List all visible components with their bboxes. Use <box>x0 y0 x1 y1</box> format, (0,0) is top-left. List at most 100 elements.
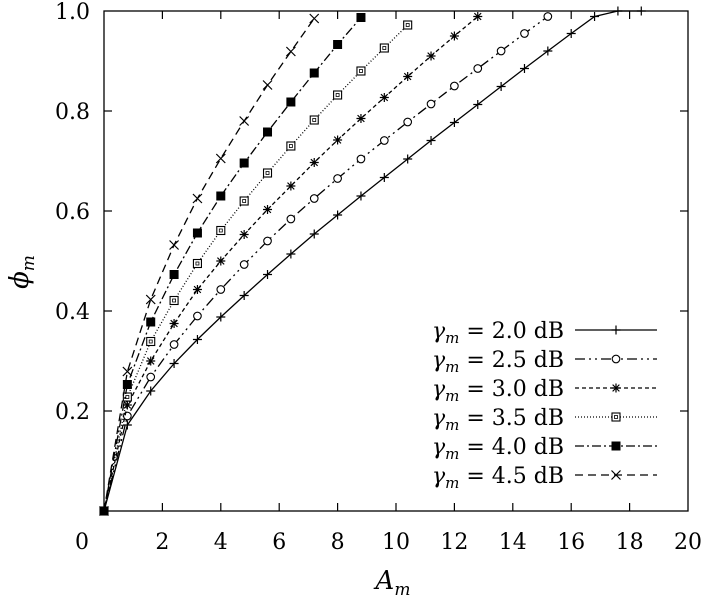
point-marker <box>611 325 621 335</box>
series-line <box>103 18 315 512</box>
legend-entry: γm = 4.5 dB <box>432 464 657 492</box>
point-marker <box>379 136 389 145</box>
legend-entry: γm = 2.5 dB <box>432 348 657 376</box>
point-marker <box>285 46 296 57</box>
y-tick-label: 0.8 <box>55 100 90 125</box>
point-marker <box>216 312 226 322</box>
x-tick-label: 20 <box>674 530 702 555</box>
y-tick-label: 1.0 <box>55 0 90 25</box>
point-marker <box>309 158 319 167</box>
point-marker <box>333 174 342 183</box>
series <box>99 13 366 516</box>
point-marker <box>403 117 413 127</box>
point-marker <box>519 64 529 73</box>
point-marker <box>309 194 319 203</box>
series-line <box>103 15 549 512</box>
point-marker <box>333 40 343 49</box>
x-tick-label: 8 <box>331 530 345 555</box>
x-axis-title: Am <box>374 566 411 600</box>
point-marker <box>403 154 413 164</box>
point-marker <box>192 285 202 294</box>
x-tick-label: 12 <box>440 530 468 555</box>
point-marker <box>379 93 389 102</box>
point-marker <box>286 141 296 151</box>
point-marker <box>122 420 132 430</box>
point-marker <box>239 116 250 126</box>
point-marker <box>356 114 366 123</box>
point-marker <box>379 173 389 182</box>
point-marker <box>286 214 296 224</box>
point-marker <box>216 191 226 201</box>
point-marker <box>566 29 576 38</box>
y-tick-label: 0.6 <box>55 200 90 225</box>
point-marker <box>286 97 296 107</box>
point-marker <box>309 13 320 24</box>
point-marker <box>146 336 156 347</box>
point-marker <box>473 64 483 73</box>
x-tick-label: 10 <box>382 530 410 555</box>
point-marker <box>333 135 343 145</box>
tick-layer: 0 2 4 6 8 10 12 14 16 18 20 0.2 0.4 0.6 0.8 1.0 <box>55 0 702 555</box>
point-marker <box>239 291 249 300</box>
point-marker <box>496 82 506 91</box>
series-line <box>103 17 362 512</box>
point-marker <box>611 470 621 480</box>
legend-label: γm = 2.0 dB <box>432 319 564 347</box>
point-marker <box>473 100 483 109</box>
point-marker <box>263 270 273 279</box>
point-marker <box>333 90 343 100</box>
x-tick-label: 16 <box>557 530 585 555</box>
legend-label: γm = 4.0 dB <box>432 435 564 463</box>
point-marker <box>309 229 319 239</box>
legend-entry: γm = 4.0 dB <box>432 435 657 463</box>
point-marker <box>356 66 366 76</box>
point-marker <box>239 158 249 168</box>
point-marker <box>146 372 156 382</box>
series <box>99 13 320 516</box>
point-marker <box>146 317 156 327</box>
point-marker <box>216 256 226 266</box>
legend-label: γm = 4.5 dB <box>432 464 564 492</box>
point-marker <box>450 81 459 91</box>
point-marker <box>403 20 413 30</box>
legend-label: γm = 2.5 dB <box>432 348 564 376</box>
x-tick-label: 4 <box>214 530 228 555</box>
series <box>99 6 646 516</box>
point-marker <box>449 118 459 127</box>
point-marker <box>192 228 202 238</box>
point-marker <box>216 225 226 236</box>
point-marker <box>263 236 272 246</box>
point-marker <box>122 380 132 389</box>
point-marker <box>169 319 179 328</box>
point-marker <box>426 51 436 61</box>
point-marker <box>145 294 156 305</box>
point-marker <box>426 136 436 145</box>
point-marker <box>449 31 459 41</box>
point-marker <box>543 12 553 21</box>
point-marker <box>356 13 366 22</box>
point-marker <box>215 153 226 164</box>
point-marker <box>286 249 296 259</box>
series-line <box>103 16 479 512</box>
point-marker <box>496 46 506 56</box>
point-marker <box>169 359 179 368</box>
point-marker <box>169 240 180 250</box>
point-marker <box>192 335 202 344</box>
series <box>99 20 413 516</box>
point-marker <box>611 354 621 364</box>
x-tick-label: 2 <box>155 530 169 555</box>
point-marker <box>122 366 133 377</box>
y-tick-label: 0.4 <box>55 300 90 325</box>
series <box>99 12 483 516</box>
point-marker <box>286 181 296 191</box>
point-marker <box>520 29 529 38</box>
point-marker <box>309 68 319 78</box>
y-axis-title: ϕm <box>5 255 39 289</box>
point-marker <box>379 43 389 53</box>
point-marker <box>193 311 202 321</box>
point-marker <box>426 99 436 109</box>
point-marker <box>333 210 343 220</box>
